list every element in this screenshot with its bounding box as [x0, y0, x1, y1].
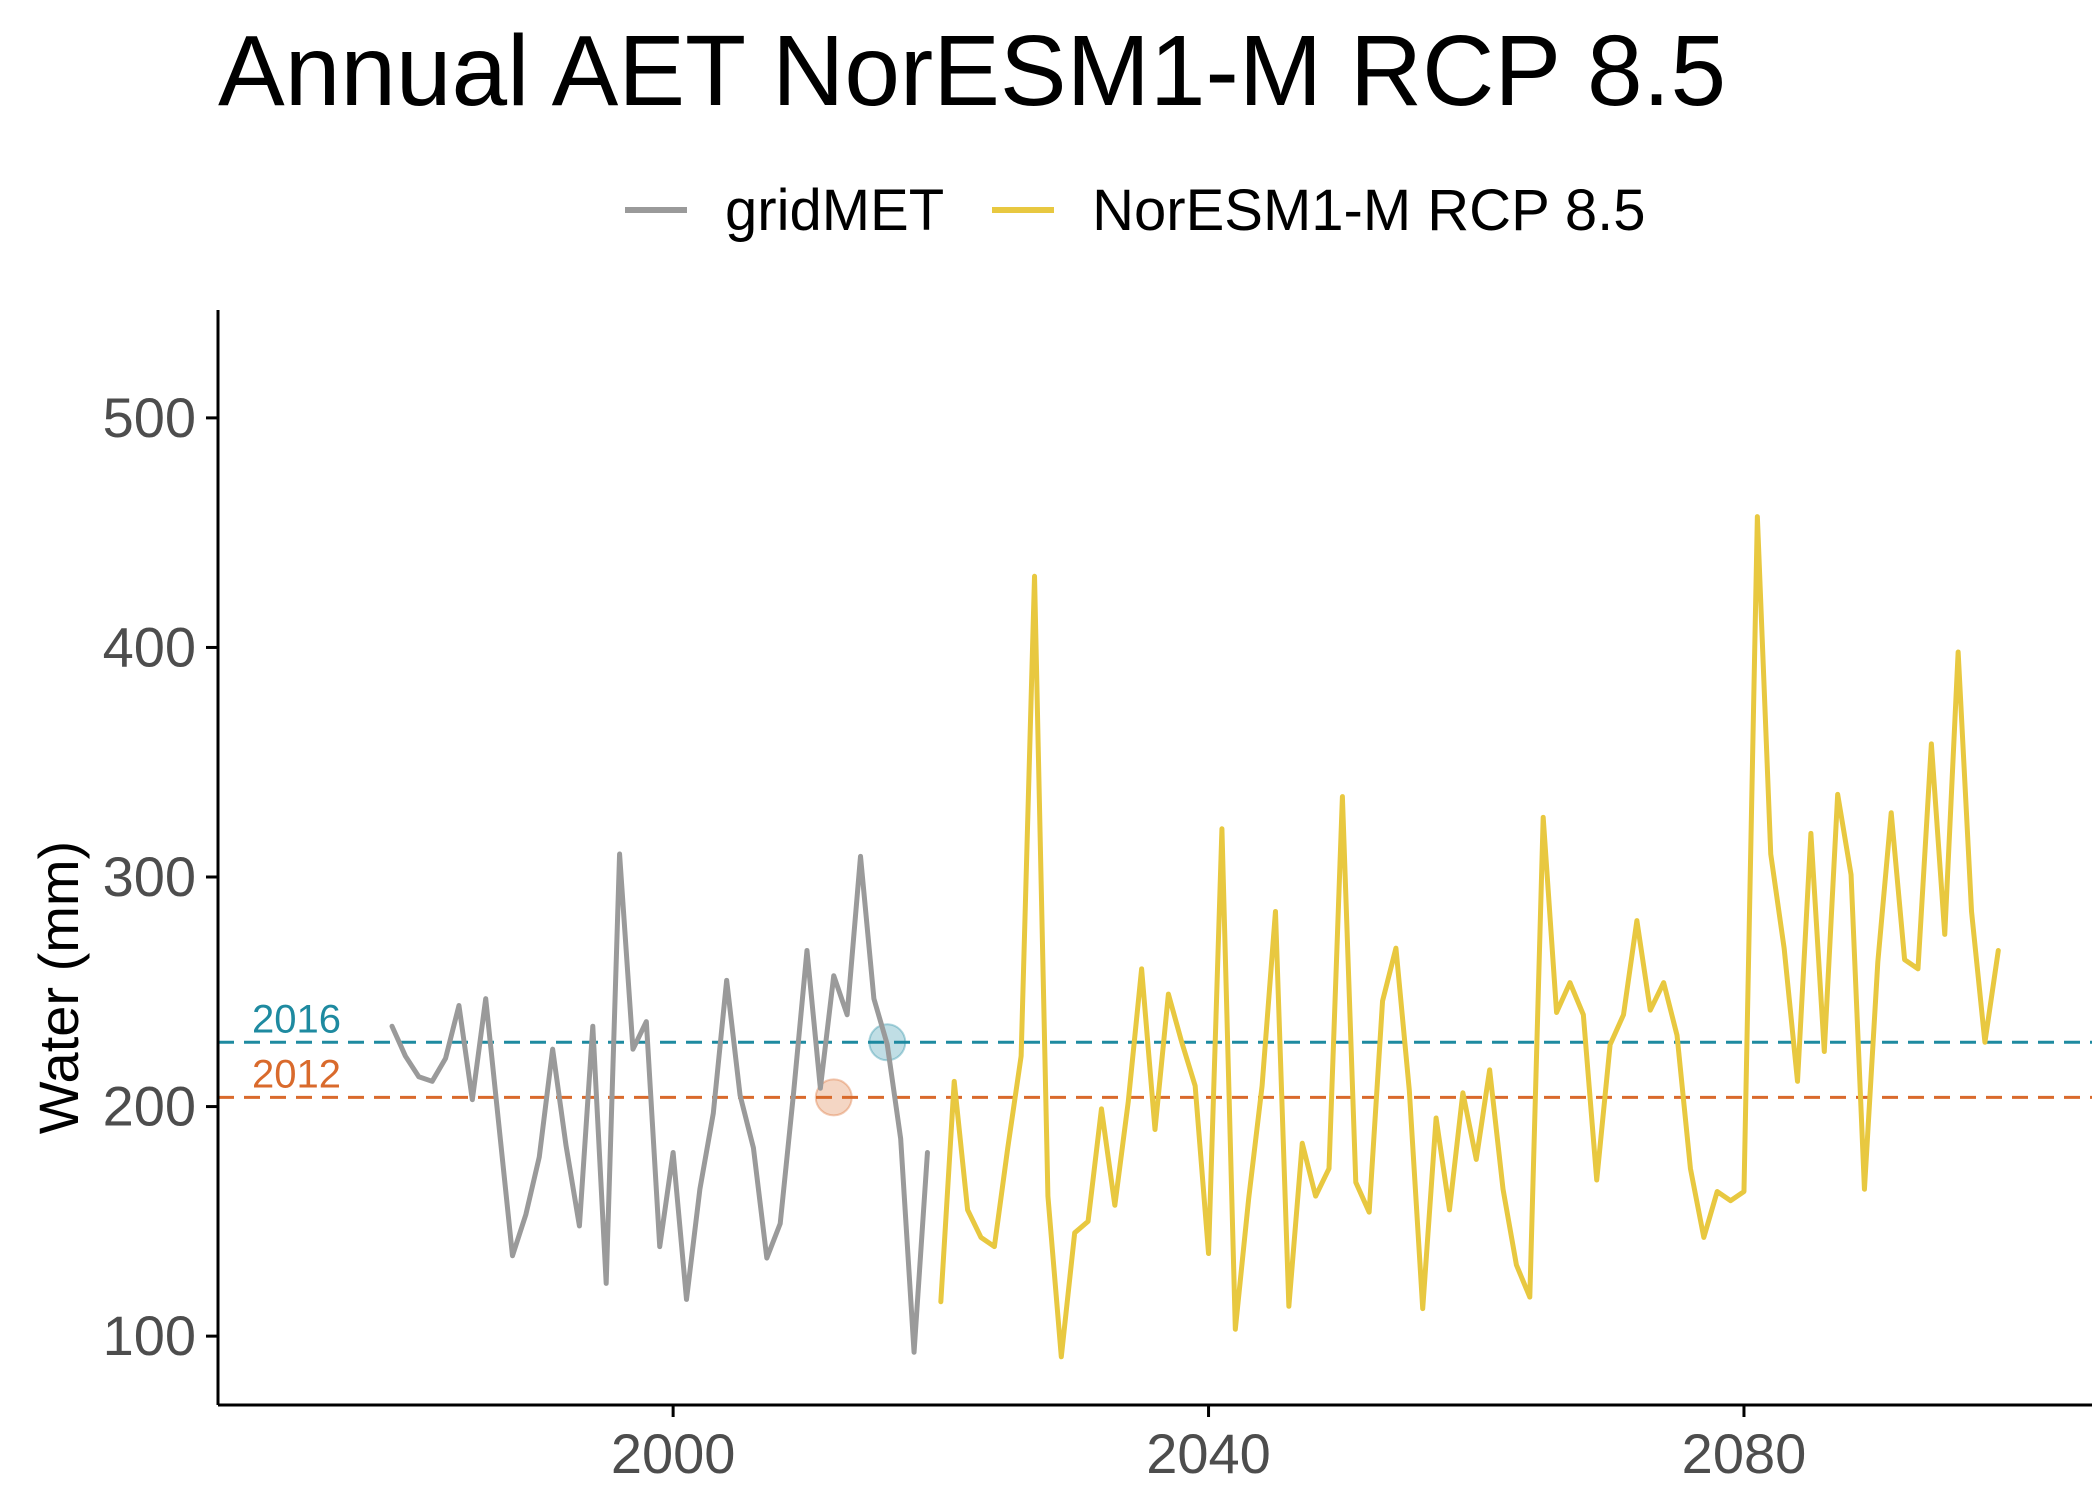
y-tick-label-200: 200: [103, 1075, 196, 1138]
legend-swatch-future: [992, 207, 1055, 213]
reference-label-2012: 2012: [252, 1052, 341, 1096]
legend: gridMET NorESM1-M RCP 8.5: [625, 170, 1693, 250]
x-tick-label-2040: 2040: [1146, 1422, 1271, 1485]
y-tick-label-300: 300: [103, 845, 196, 908]
y-tick-label-500: 500: [103, 386, 196, 449]
y-tick-label-400: 400: [103, 615, 196, 678]
legend-swatch-gridmet: [625, 207, 687, 213]
legend-label-future: NorESM1-M RCP 8.5: [1092, 177, 1646, 243]
x-tick-label-2080: 2080: [1682, 1422, 1807, 1485]
series-line-1: [938, 514, 2001, 1360]
series-line-0: [389, 851, 930, 1355]
y-tick-label-100: 100: [103, 1304, 196, 1367]
chart-title: Annual AET NorESM1-M RCP 8.5: [218, 15, 1727, 127]
reference-label-2016: 2016: [252, 997, 341, 1041]
legend-item-gridmet: gridMET: [625, 177, 944, 244]
legend-item-future: NorESM1-M RCP 8.5: [992, 177, 1645, 244]
reference-point-2012: [814, 1078, 853, 1117]
y-axis-title: Water (mm): [27, 841, 90, 1134]
legend-label-gridmet: gridMET: [725, 177, 945, 243]
x-tick-label-2000: 2000: [611, 1422, 736, 1485]
